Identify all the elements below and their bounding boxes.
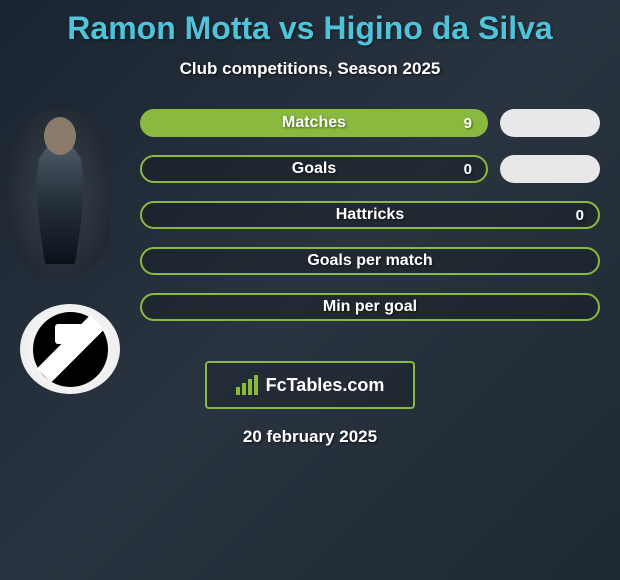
logo-bar [254,375,258,395]
stat-label: Matches [282,114,346,132]
stat-value-left: 0 [464,161,472,178]
logo-chart-icon [236,375,260,395]
footer-logo: FcTables.com [205,361,415,409]
stat-bar-left: Goals 0 [140,155,488,183]
player-avatar-left [10,109,110,279]
stat-label: Goals per match [307,252,432,270]
stat-bar-left: Matches 9 [140,109,488,137]
stat-bar-right [500,155,600,183]
stats-area: Matches 9 Goals 0 Hattricks 0 Goals per match M… [140,109,600,321]
stat-label: Goals [292,160,336,178]
logo-bar [236,387,240,395]
stat-row: Goals per match [140,247,600,275]
content-area: Matches 9 Goals 0 Hattricks 0 Goals per match M… [0,109,620,321]
stat-row: Hattricks 0 [140,201,600,229]
footer-date: 20 february 2025 [0,427,620,447]
stat-row: Matches 9 [140,109,600,137]
comparison-subtitle: Club competitions, Season 2025 [0,59,620,79]
stat-bar-left: Goals per match [140,247,600,275]
stat-label: Hattricks [336,206,404,224]
stat-bar-right [500,109,600,137]
stat-value-left: 0 [576,207,584,224]
stat-value-left: 9 [464,115,472,132]
badge-inner [33,312,108,387]
stat-bar-left: Min per goal [140,293,600,321]
stat-row: Min per goal [140,293,600,321]
stat-label: Min per goal [323,298,417,316]
logo-bar [248,379,252,395]
comparison-title: Ramon Motta vs Higino da Silva [0,0,620,47]
footer-logo-text: FcTables.com [266,375,385,396]
stat-row: Goals 0 [140,155,600,183]
club-badge-left [20,304,120,394]
player-head [44,117,76,155]
stat-bar-left: Hattricks 0 [140,201,600,229]
badge-ship [55,324,85,344]
logo-bar [242,383,246,395]
